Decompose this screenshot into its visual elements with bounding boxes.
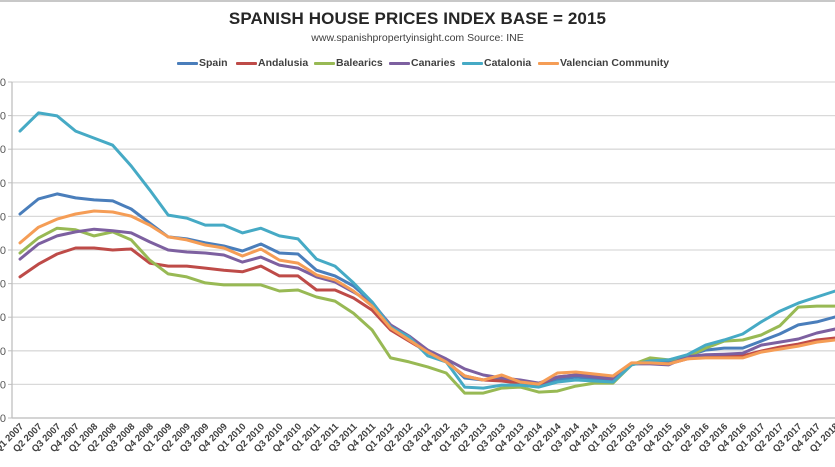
legend-swatch	[538, 61, 559, 65]
y-tick-label: 130	[0, 245, 6, 257]
legend-label: Canaries	[411, 57, 456, 69]
legend-swatch	[177, 61, 198, 65]
legend-swatch	[314, 61, 335, 65]
legend-item-canaries[interactable]: Canaries	[389, 55, 455, 71]
y-tick-label: 120	[0, 279, 6, 291]
y-tick-label: 90	[0, 379, 6, 391]
legend-swatch	[389, 61, 410, 65]
y-tick-label: 80	[0, 413, 6, 425]
series-line-canaries	[18, 227, 835, 385]
y-tick-label: 160	[0, 144, 6, 156]
series-line-catalonia	[18, 111, 835, 390]
y-tick-label: 100	[0, 346, 6, 358]
legend-label: Valencian Community	[560, 57, 670, 69]
legend-label: Andalusia	[258, 57, 309, 69]
legend-swatch	[462, 61, 483, 65]
legend-label: Spain	[199, 57, 228, 69]
y-tick-label: 140	[0, 211, 6, 223]
y-tick-label: 170	[0, 111, 6, 123]
series-lines	[18, 111, 835, 395]
y-tick-label: 110	[0, 312, 6, 324]
legend-item-andalusia[interactable]: Andalusia	[236, 55, 308, 71]
legend-label: Catalonia	[484, 57, 532, 69]
series-line-valencian-community	[18, 209, 835, 386]
y-tick-label: 180	[0, 77, 6, 89]
legend-item-catalonia[interactable]: Catalonia	[462, 55, 531, 71]
top-border-rule	[0, 0, 835, 2]
y-axis-ticks: 80 90 100 110 120 130 140 150 160 170 180	[0, 77, 12, 425]
legend-item-balearics[interactable]: Balearics	[314, 55, 383, 71]
legend-item-valencian-community[interactable]: Valencian Community	[538, 55, 669, 71]
legend-swatch	[236, 61, 257, 65]
gridlines	[12, 81, 835, 419]
chart-subtitle: www.spanishpropertyinsight.com Source: I…	[311, 32, 524, 44]
legend-label: Balearics	[336, 57, 383, 69]
series-line-andalusia	[18, 246, 835, 386]
axes	[11, 82, 835, 419]
series-line-balearics	[18, 226, 835, 395]
legend-item-spain[interactable]: Spain	[177, 55, 228, 71]
y-tick-label: 150	[0, 178, 6, 190]
chart-legend: Spain Andalusia Balearics Canaries Catal…	[0, 55, 835, 71]
chart-title: SPANISH HOUSE PRICES INDEX BASE = 2015	[228, 9, 607, 28]
